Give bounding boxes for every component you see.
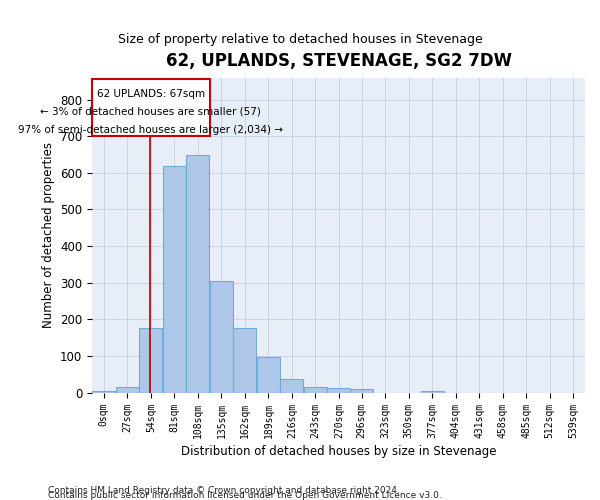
- Text: Size of property relative to detached houses in Stevenage: Size of property relative to detached ho…: [118, 32, 482, 46]
- Text: ← 3% of detached houses are smaller (57): ← 3% of detached houses are smaller (57): [40, 107, 261, 117]
- Bar: [304, 387, 327, 392]
- Text: 62 UPLANDS: 67sqm: 62 UPLANDS: 67sqm: [97, 88, 205, 99]
- Bar: [187, 154, 209, 392]
- Bar: [257, 356, 280, 392]
- Text: Contains HM Land Registry data © Crown copyright and database right 2024.: Contains HM Land Registry data © Crown c…: [48, 486, 400, 495]
- X-axis label: Distribution of detached houses by size in Stevenage: Distribution of detached houses by size …: [181, 444, 496, 458]
- Bar: [92, 391, 115, 392]
- Bar: [210, 281, 233, 392]
- Bar: [116, 387, 139, 392]
- Bar: [421, 391, 443, 392]
- Bar: [350, 390, 373, 392]
- Bar: [328, 388, 350, 392]
- Title: 62, UPLANDS, STEVENAGE, SG2 7DW: 62, UPLANDS, STEVENAGE, SG2 7DW: [166, 52, 512, 70]
- Bar: [163, 166, 186, 392]
- Bar: [139, 328, 163, 392]
- Text: 97% of semi-detached houses are larger (2,034) →: 97% of semi-detached houses are larger (…: [19, 125, 283, 135]
- Bar: [280, 378, 304, 392]
- Text: Contains public sector information licensed under the Open Government Licence v3: Contains public sector information licen…: [48, 491, 442, 500]
- Bar: [233, 328, 256, 392]
- Bar: [92, 80, 209, 136]
- Y-axis label: Number of detached properties: Number of detached properties: [41, 142, 55, 328]
